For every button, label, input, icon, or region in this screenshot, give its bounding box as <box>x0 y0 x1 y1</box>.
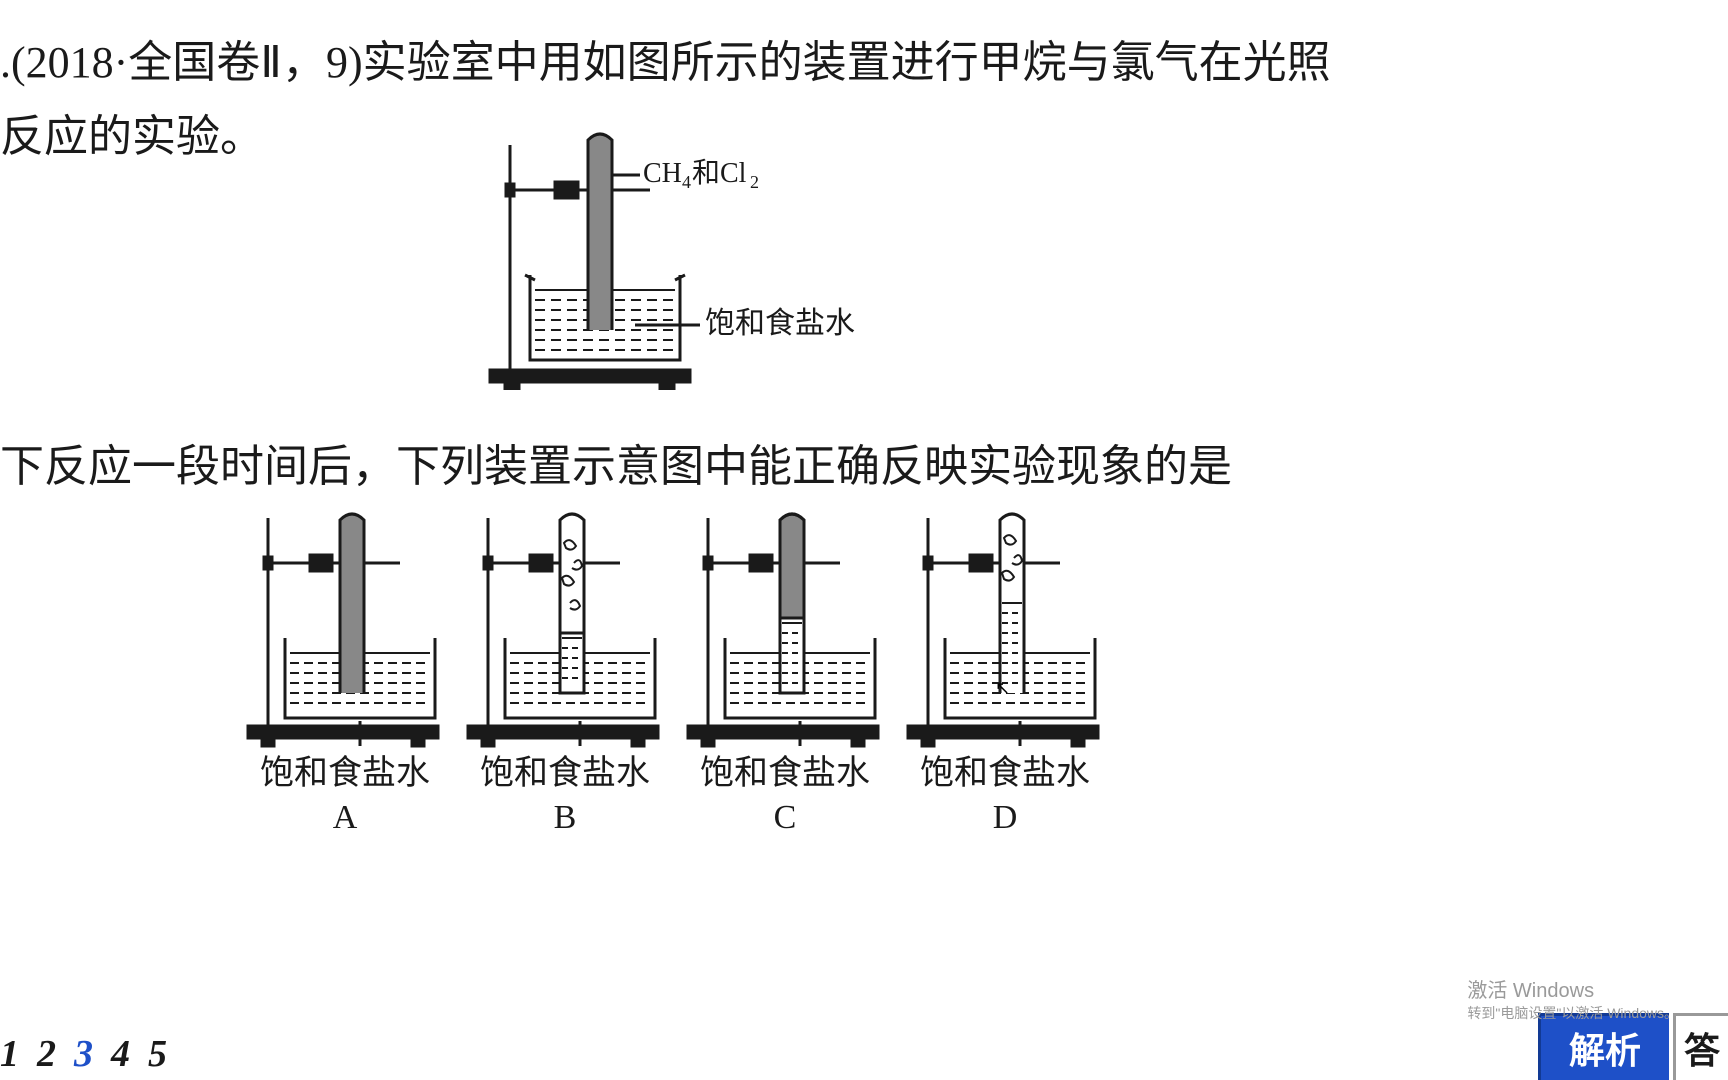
svg-text:饱和食盐水: 饱和食盐水 <box>705 307 855 340</box>
pager-4[interactable]: 4 <box>111 1032 130 1076</box>
pager-5[interactable]: 5 <box>148 1032 167 1076</box>
question-line-3: 下反应一段时间后，下列装置示意图中能正确反映实验现象的是 <box>0 430 1232 505</box>
option-a-caption: 饱和食盐水A <box>260 752 430 840</box>
option-d[interactable]: 饱和食盐水D <box>900 508 1110 840</box>
option-b-caption: 饱和食盐水B <box>480 752 650 840</box>
answer-button[interactable]: 答 <box>1673 1013 1728 1080</box>
question-pager: 1 2 3 4 5 <box>0 1032 167 1076</box>
option-b[interactable]: 饱和食盐水B <box>460 508 670 840</box>
analysis-button[interactable]: 解析 <box>1538 1013 1669 1080</box>
windows-watermark: 激活 Windows 转到"电脑设置"以激活 Windows。 <box>1467 978 1678 1022</box>
pager-1[interactable]: 1 <box>0 1032 19 1076</box>
svg-text:2: 2 <box>750 172 759 192</box>
bottom-buttons: 解析 答 <box>1534 1013 1728 1080</box>
question-line-1: .(2018·全国卷Ⅱ，9)实验室中用如图所示的装置进行甲烷与氯气在光照 <box>0 26 1331 101</box>
svg-text:CH: CH <box>643 158 682 189</box>
pager-2[interactable]: 2 <box>37 1032 56 1076</box>
svg-text:和Cl: 和Cl <box>692 157 747 189</box>
option-c[interactable]: 饱和食盐水C <box>680 508 890 840</box>
svg-text:4: 4 <box>682 172 691 192</box>
option-c-caption: 饱和食盐水C <box>700 752 870 840</box>
option-a[interactable]: 饱和食盐水A <box>240 508 450 840</box>
options-container: 饱和食盐水A <box>240 508 1110 840</box>
question-line-2: 反应的实验。 <box>0 100 264 175</box>
main-apparatus-figure: CH 4 和Cl 2 饱和食盐水 <box>480 130 940 395</box>
option-d-caption: 饱和食盐水D <box>920 752 1090 840</box>
pager-3[interactable]: 3 <box>74 1032 93 1076</box>
